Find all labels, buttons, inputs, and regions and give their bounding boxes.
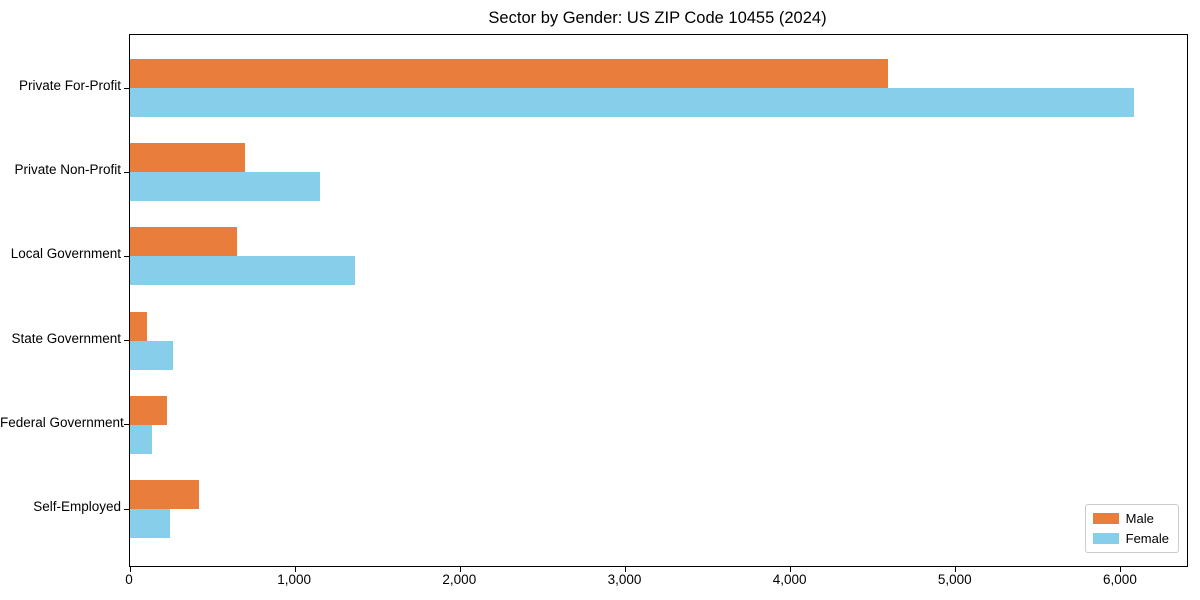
x-axis-tick-label: 5,000: [937, 572, 972, 587]
y-tick-mark: [124, 340, 129, 342]
x-tick-mark: [459, 567, 461, 572]
x-axis-tick-label: 1,000: [277, 572, 312, 587]
x-axis-tick-label: 0: [125, 572, 133, 587]
y-tick-mark: [124, 255, 129, 257]
x-axis-tick-label: 2,000: [442, 572, 477, 587]
bar-female-self-employed: [130, 509, 170, 538]
y-tick-mark: [124, 508, 129, 510]
x-tick-mark: [1120, 567, 1122, 572]
x-axis-tick-label: 6,000: [1103, 572, 1137, 587]
bar-male-federal-government: [130, 395, 168, 425]
y-axis-label: Private For-Profit: [18, 78, 121, 93]
x-tick-mark: [624, 567, 626, 572]
plot-area: Male Female: [124, 34, 1188, 572]
x-tick-mark: [294, 567, 296, 572]
x-axis-tick-label: 4,000: [772, 572, 807, 587]
x-axis-tick-label: 3,000: [607, 572, 642, 587]
chart-title: Sector by Gender: US ZIP Code 10455 (202…: [488, 9, 827, 27]
bar-female-private-for-profit: [130, 88, 1135, 117]
bar-female-state-government: [130, 340, 173, 370]
y-tick-mark: [124, 87, 129, 89]
y-tick-mark: [124, 424, 129, 426]
y-axis-label: State Government: [11, 330, 121, 346]
legend-item-male: Male: [1092, 511, 1169, 526]
x-tick-mark: [129, 567, 131, 572]
bar-male-state-government: [130, 311, 147, 341]
bar-male-self-employed: [130, 480, 199, 509]
x-tick-mark: [790, 567, 792, 572]
bar-male-local-government: [130, 227, 238, 257]
bar-male-private-for-profit: [130, 59, 889, 88]
y-tick-mark: [124, 171, 129, 173]
y-axis-label: Federal Government: [0, 414, 124, 430]
legend-item-female: Female: [1092, 531, 1169, 546]
legend: Male Female: [1084, 504, 1179, 553]
legend-swatch-male: [1092, 513, 1119, 524]
bar-male-private-non-profit: [130, 143, 245, 173]
y-axis-label: Self-Employed: [33, 499, 121, 514]
y-axis-label: Local Government: [10, 246, 121, 262]
legend-label-male: Male: [1125, 511, 1154, 526]
bar-female-federal-government: [130, 424, 152, 454]
x-tick-mark: [955, 567, 957, 572]
bar-female-private-non-profit: [130, 172, 320, 202]
bar-female-local-government: [130, 256, 355, 286]
y-axis-label: Private Non-Profit: [14, 162, 121, 178]
legend-label-female: Female: [1125, 531, 1169, 546]
legend-swatch-female: [1092, 533, 1119, 544]
